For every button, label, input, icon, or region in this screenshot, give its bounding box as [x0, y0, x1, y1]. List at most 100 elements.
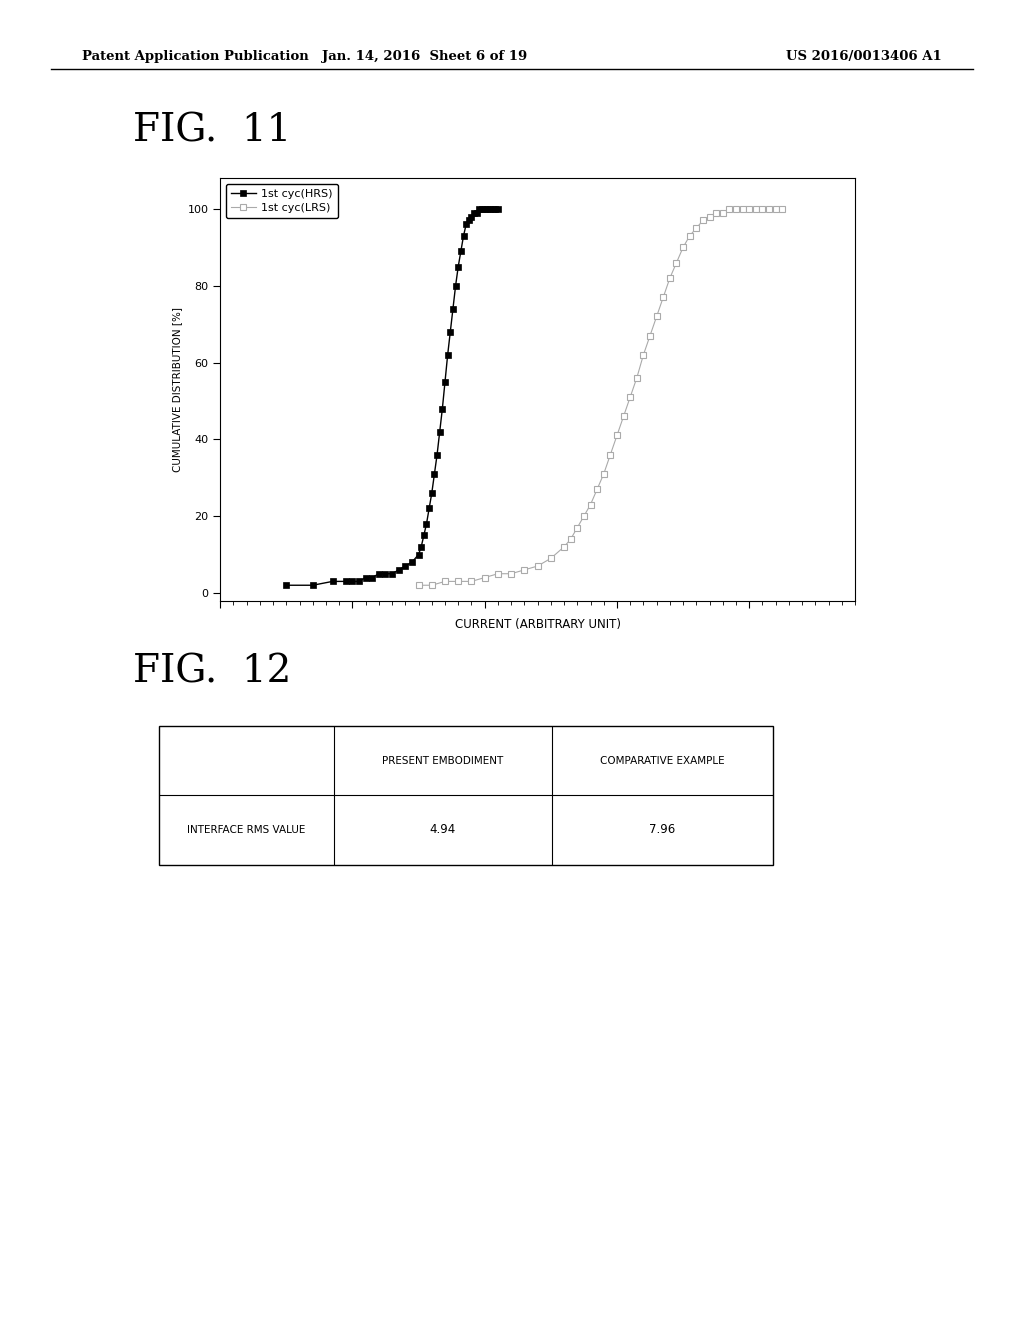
1st cyc(HRS) — [421, 516, 433, 532]
Text: 7.96: 7.96 — [649, 824, 676, 837]
1st cyc(HRS) — [484, 201, 497, 216]
1st cyc(HRS) — [426, 486, 438, 502]
1st cyc(HRS) — [423, 500, 435, 516]
1st cyc(LRS) — [439, 573, 452, 589]
1st cyc(HRS) — [373, 566, 385, 582]
1st cyc(LRS) — [730, 201, 742, 216]
1st cyc(LRS) — [571, 520, 584, 536]
1st cyc(LRS) — [610, 428, 623, 444]
1st cyc(HRS) — [441, 347, 454, 363]
X-axis label: CURRENT (ARBITRARY UNIT): CURRENT (ARBITRARY UNIT) — [455, 618, 621, 631]
Line: 1st cyc(LRS): 1st cyc(LRS) — [416, 206, 785, 589]
1st cyc(LRS) — [776, 201, 788, 216]
1st cyc(LRS) — [426, 577, 438, 593]
1st cyc(HRS) — [471, 205, 483, 220]
1st cyc(LRS) — [763, 201, 775, 216]
1st cyc(LRS) — [465, 573, 477, 589]
1st cyc(LRS) — [518, 562, 530, 578]
1st cyc(HRS) — [431, 446, 443, 462]
Legend: 1st cyc(HRS), 1st cyc(LRS): 1st cyc(HRS), 1st cyc(LRS) — [225, 183, 338, 218]
1st cyc(HRS) — [353, 573, 366, 589]
1st cyc(HRS) — [489, 201, 502, 216]
1st cyc(HRS) — [468, 205, 480, 220]
1st cyc(LRS) — [671, 255, 683, 271]
1st cyc(LRS) — [703, 209, 716, 224]
1st cyc(LRS) — [664, 271, 676, 286]
1st cyc(LRS) — [684, 228, 696, 244]
Text: FIG.  11: FIG. 11 — [133, 112, 292, 149]
1st cyc(HRS) — [359, 570, 372, 586]
1st cyc(LRS) — [743, 201, 756, 216]
1st cyc(HRS) — [453, 259, 465, 275]
1st cyc(LRS) — [736, 201, 749, 216]
1st cyc(LRS) — [478, 570, 490, 586]
1st cyc(LRS) — [631, 370, 643, 385]
Text: FIG.  12: FIG. 12 — [133, 653, 292, 690]
1st cyc(HRS) — [478, 201, 490, 216]
1st cyc(LRS) — [545, 550, 557, 566]
1st cyc(HRS) — [473, 201, 485, 216]
1st cyc(HRS) — [418, 528, 430, 544]
1st cyc(LRS) — [591, 482, 603, 498]
1st cyc(LRS) — [650, 309, 663, 325]
1st cyc(HRS) — [392, 562, 404, 578]
1st cyc(HRS) — [460, 216, 472, 232]
1st cyc(LRS) — [657, 289, 670, 305]
Text: COMPARATIVE EXAMPLE: COMPARATIVE EXAMPLE — [600, 755, 725, 766]
1st cyc(LRS) — [578, 508, 590, 524]
Text: Jan. 14, 2016  Sheet 6 of 19: Jan. 14, 2016 Sheet 6 of 19 — [323, 50, 527, 63]
1st cyc(LRS) — [598, 466, 610, 482]
1st cyc(HRS) — [450, 277, 462, 293]
1st cyc(HRS) — [481, 201, 494, 216]
1st cyc(HRS) — [327, 573, 339, 589]
Text: Patent Application Publication: Patent Application Publication — [82, 50, 308, 63]
1st cyc(LRS) — [770, 201, 782, 216]
1st cyc(LRS) — [558, 539, 570, 554]
1st cyc(HRS) — [458, 228, 470, 244]
1st cyc(LRS) — [750, 201, 762, 216]
1st cyc(LRS) — [696, 213, 709, 228]
1st cyc(HRS) — [379, 566, 391, 582]
1st cyc(HRS) — [463, 213, 475, 228]
1st cyc(HRS) — [486, 201, 499, 216]
1st cyc(HRS) — [386, 566, 398, 582]
1st cyc(LRS) — [617, 408, 630, 424]
Text: INTERFACE RMS VALUE: INTERFACE RMS VALUE — [187, 825, 305, 836]
1st cyc(HRS) — [476, 201, 488, 216]
1st cyc(HRS) — [406, 554, 418, 570]
1st cyc(LRS) — [690, 220, 702, 236]
1st cyc(HRS) — [306, 577, 318, 593]
1st cyc(HRS) — [439, 374, 452, 389]
1st cyc(LRS) — [413, 577, 425, 593]
1st cyc(HRS) — [436, 401, 449, 417]
1st cyc(LRS) — [644, 327, 656, 343]
1st cyc(HRS) — [492, 201, 504, 216]
1st cyc(LRS) — [710, 205, 722, 220]
1st cyc(LRS) — [564, 531, 577, 546]
Text: 4.94: 4.94 — [430, 824, 456, 837]
1st cyc(LRS) — [604, 446, 616, 462]
1st cyc(HRS) — [399, 558, 412, 574]
1st cyc(LRS) — [585, 496, 597, 512]
Text: PRESENT EMBODIMENT: PRESENT EMBODIMENT — [382, 755, 504, 766]
1st cyc(HRS) — [444, 323, 457, 339]
1st cyc(LRS) — [757, 201, 769, 216]
Text: US 2016/0013406 A1: US 2016/0013406 A1 — [786, 50, 942, 63]
1st cyc(HRS) — [415, 539, 427, 554]
1st cyc(LRS) — [505, 566, 517, 582]
Line: 1st cyc(HRS): 1st cyc(HRS) — [284, 206, 501, 589]
1st cyc(LRS) — [637, 347, 649, 363]
1st cyc(HRS) — [281, 577, 293, 593]
1st cyc(LRS) — [624, 389, 636, 405]
1st cyc(LRS) — [492, 566, 504, 582]
1st cyc(HRS) — [428, 466, 440, 482]
1st cyc(HRS) — [340, 573, 352, 589]
1st cyc(HRS) — [465, 209, 477, 224]
1st cyc(LRS) — [723, 201, 735, 216]
1st cyc(HRS) — [346, 573, 358, 589]
1st cyc(HRS) — [367, 570, 379, 586]
1st cyc(LRS) — [677, 239, 689, 255]
1st cyc(LRS) — [717, 205, 729, 220]
1st cyc(LRS) — [453, 573, 465, 589]
1st cyc(HRS) — [433, 424, 445, 440]
